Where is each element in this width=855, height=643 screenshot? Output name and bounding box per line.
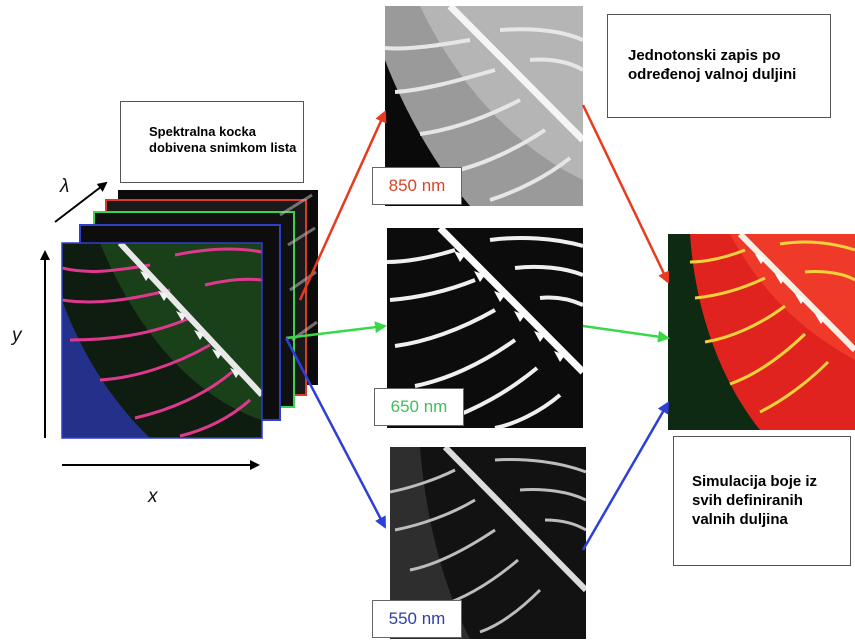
color-simulation-image: [668, 234, 855, 430]
band-image-850: [385, 6, 583, 206]
cube-label: Spektralna kocka dobivena snimkom lista: [149, 124, 297, 156]
band-label-650-text: 650 nm: [390, 397, 448, 416]
sim-label-box: Simulacija boje iz svih definiranih valn…: [673, 436, 851, 566]
lambda-axis-label: λ: [60, 176, 70, 197]
lambda-axis-arrow: [54, 181, 108, 223]
band-label-550: 550 nm: [372, 600, 462, 638]
sim-label: Simulacija boje iz svih definiranih valn…: [692, 473, 818, 528]
arrow-550-to-color: [581, 401, 670, 551]
arrow-650-to-color: [582, 324, 670, 343]
band-label-650: 650 nm: [374, 388, 464, 426]
mono-label-box: Jednotonski zapis po određenoj valnoj du…: [607, 14, 831, 118]
arrow-cube-to-650: [285, 321, 387, 340]
band-label-550-text: 550 nm: [388, 609, 446, 628]
y-axis-label: y: [12, 325, 22, 346]
spectral-cube: [61, 190, 318, 439]
band-label-850: 850 nm: [372, 167, 462, 205]
mono-label: Jednotonski zapis po određenoj valnoj du…: [628, 47, 797, 83]
x-axis-label: x: [148, 486, 158, 507]
arrow-850-to-color: [581, 104, 670, 284]
arrow-cube-to-550: [284, 337, 387, 529]
band-label-850-text: 850 nm: [388, 176, 446, 195]
arrow-cube-to-850: [298, 110, 387, 301]
cube-label-box: Spektralna kocka dobivena snimkom lista: [120, 101, 304, 183]
